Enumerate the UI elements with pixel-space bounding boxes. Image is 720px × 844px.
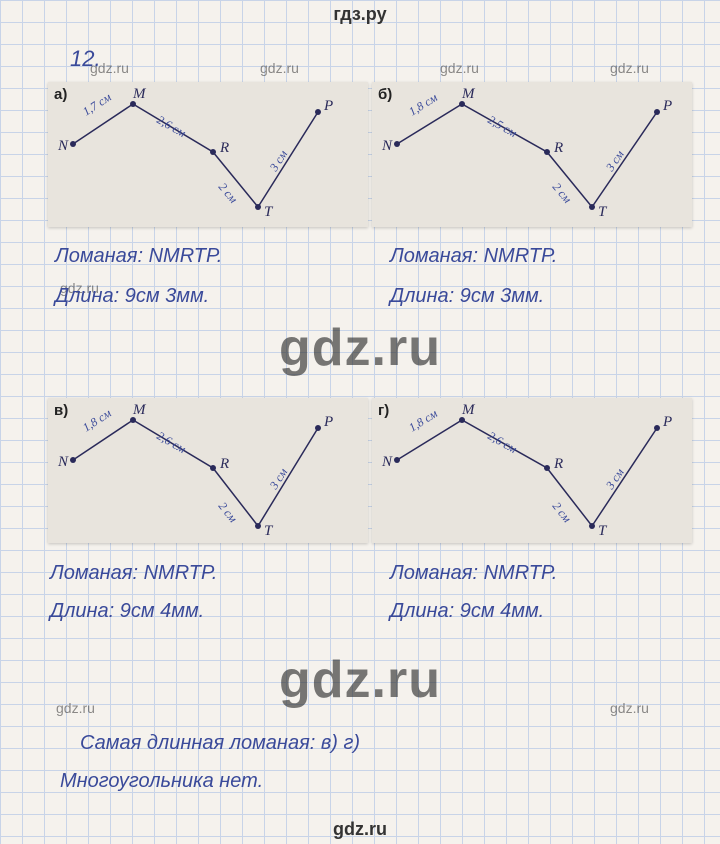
panel-b: б) 1,8 см 2,5 см 2 см 3 см N M R T P <box>372 82 692 227</box>
point-p: P <box>324 414 333 431</box>
point-r: R <box>220 140 229 157</box>
point-n: N <box>382 454 392 471</box>
panel-d: г) 1,8 см 2,6 см 2 см 3 см N M R T P <box>372 398 692 543</box>
svg-text:1,8 см: 1,8 см <box>80 406 114 435</box>
watermark-small: gdz.ru <box>260 60 299 76</box>
exercise-number: 12. <box>70 46 101 72</box>
answer-b-line1: Ломаная: NMRTP. <box>390 245 557 268</box>
svg-text:2 см: 2 см <box>550 499 575 525</box>
point-m: M <box>462 86 475 103</box>
point-m: M <box>133 86 146 103</box>
point-n: N <box>58 138 68 155</box>
svg-text:1,7 см: 1,7 см <box>80 90 114 119</box>
zigzag-c: 1,8 см 2,6 см 2 см 3 см <box>48 398 368 543</box>
point-r: R <box>554 140 563 157</box>
point-r: R <box>220 456 229 473</box>
answer-b-line2: Длина: 9см 3мм. <box>390 285 544 308</box>
svg-text:2 см: 2 см <box>550 180 575 206</box>
svg-text:2,6 см: 2,6 см <box>486 428 520 456</box>
point-p: P <box>324 98 333 115</box>
answer-a-line2: Длина: 9см 3мм. <box>55 285 209 308</box>
answer-a-line1: Ломаная: NMRTP. <box>55 245 222 268</box>
point-t: T <box>598 204 606 221</box>
point-m: M <box>462 402 475 419</box>
watermark-small: gdz.ru <box>610 700 649 716</box>
answer-c-line2: Длина: 9см 4мм. <box>50 600 204 623</box>
answer-d-line2: Длина: 9см 4мм. <box>390 600 544 623</box>
point-p: P <box>663 414 672 431</box>
watermark-big-1: gdz.ru <box>279 318 441 378</box>
svg-text:2,5 см: 2,5 см <box>486 112 520 140</box>
point-n: N <box>382 138 392 155</box>
point-t: T <box>264 523 272 540</box>
site-footer: gdz.ru <box>0 819 720 840</box>
answer-c-line1: Ломаная: NMRTP. <box>50 562 217 585</box>
summary-line2: Многоугольника нет. <box>60 770 263 793</box>
point-t: T <box>598 523 606 540</box>
svg-text:2,6 см: 2,6 см <box>155 112 189 140</box>
point-r: R <box>554 456 563 473</box>
site-header: гдз.ру <box>0 4 720 25</box>
answer-d-line1: Ломаная: NMRTP. <box>390 562 557 585</box>
summary-line1: Самая длинная ломаная: в) г) <box>80 732 360 755</box>
svg-text:2 см: 2 см <box>216 180 241 206</box>
panel-c: в) 1,8 см 2,6 см 2 см 3 см N M R T P <box>48 398 368 543</box>
watermark-small: gdz.ru <box>610 60 649 76</box>
zigzag-a: 1,7 см 2,6 см 2 см 3 см <box>48 82 368 227</box>
watermark-small: gdz.ru <box>440 60 479 76</box>
svg-text:1,8 см: 1,8 см <box>406 406 440 434</box>
watermark-big-2: gdz.ru <box>279 650 441 710</box>
zigzag-d: 1,8 см 2,6 см 2 см 3 см <box>372 398 692 543</box>
point-t: T <box>264 204 272 221</box>
svg-text:1,8 см: 1,8 см <box>406 90 440 118</box>
svg-text:2,6 см: 2,6 см <box>155 428 189 456</box>
point-m: M <box>133 402 146 419</box>
watermark-small: gdz.ru <box>56 700 95 716</box>
point-p: P <box>663 98 672 115</box>
panel-a: а) 1,7 см 2,6 см 2 см 3 см N M R T P <box>48 82 368 227</box>
point-n: N <box>58 454 68 471</box>
zigzag-b: 1,8 см 2,5 см 2 см 3 см <box>372 82 692 227</box>
svg-text:2 см: 2 см <box>216 499 241 525</box>
